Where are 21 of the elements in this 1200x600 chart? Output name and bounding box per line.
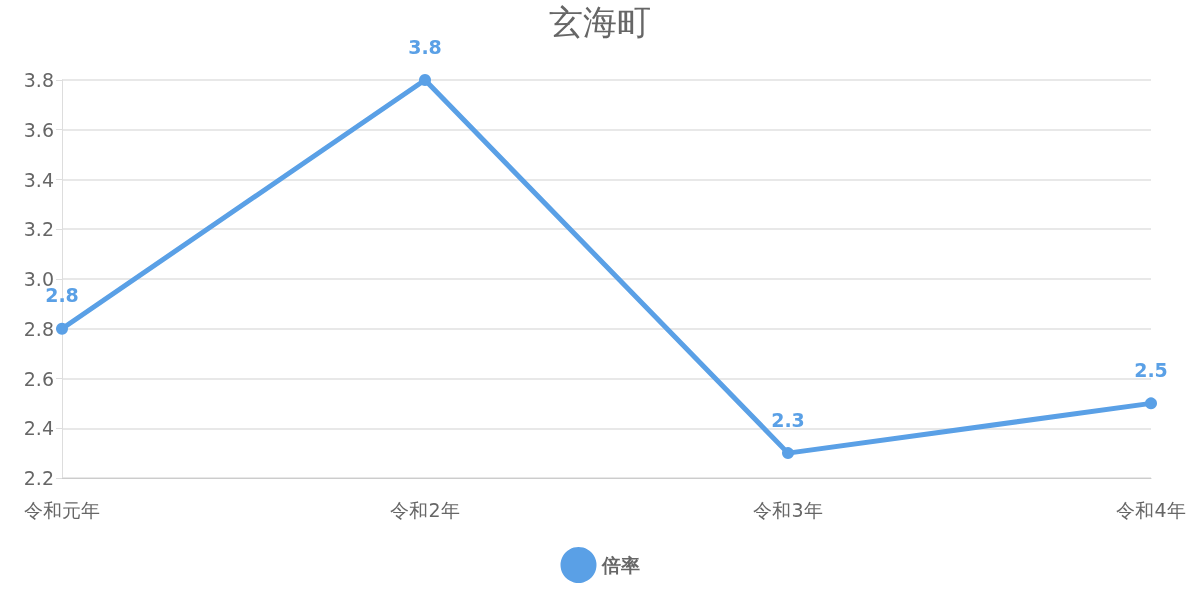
y-tick-label: 2.6 xyxy=(23,367,54,390)
x-tick-label: 令和3年 xyxy=(753,498,823,521)
y-tick-label: 3.4 xyxy=(23,168,54,191)
x-tick-label: 令和元年 xyxy=(24,498,100,521)
point xyxy=(56,322,68,335)
y-tick-label: 3.2 xyxy=(23,218,54,241)
x-tick-label: 令和4年 xyxy=(1116,498,1186,521)
y-tick-label: 3.6 xyxy=(23,118,54,141)
y-tick-label: 2.4 xyxy=(23,417,54,440)
legend-label: 倍率 xyxy=(600,554,640,576)
data-label: 2.5 xyxy=(1134,358,1168,381)
point xyxy=(1145,397,1157,410)
point xyxy=(419,74,431,86)
y-tick-label: 3.8 xyxy=(23,69,54,91)
point xyxy=(782,447,794,460)
data-label: 3.8 xyxy=(408,35,442,58)
y-tick-label: 2.8 xyxy=(23,317,54,340)
x-tick-label: 令和2年 xyxy=(390,498,460,521)
chart-title: 玄海町 xyxy=(549,2,651,42)
data-label: 2.3 xyxy=(771,408,805,431)
y-tick-label: 2.2 xyxy=(23,467,54,489)
